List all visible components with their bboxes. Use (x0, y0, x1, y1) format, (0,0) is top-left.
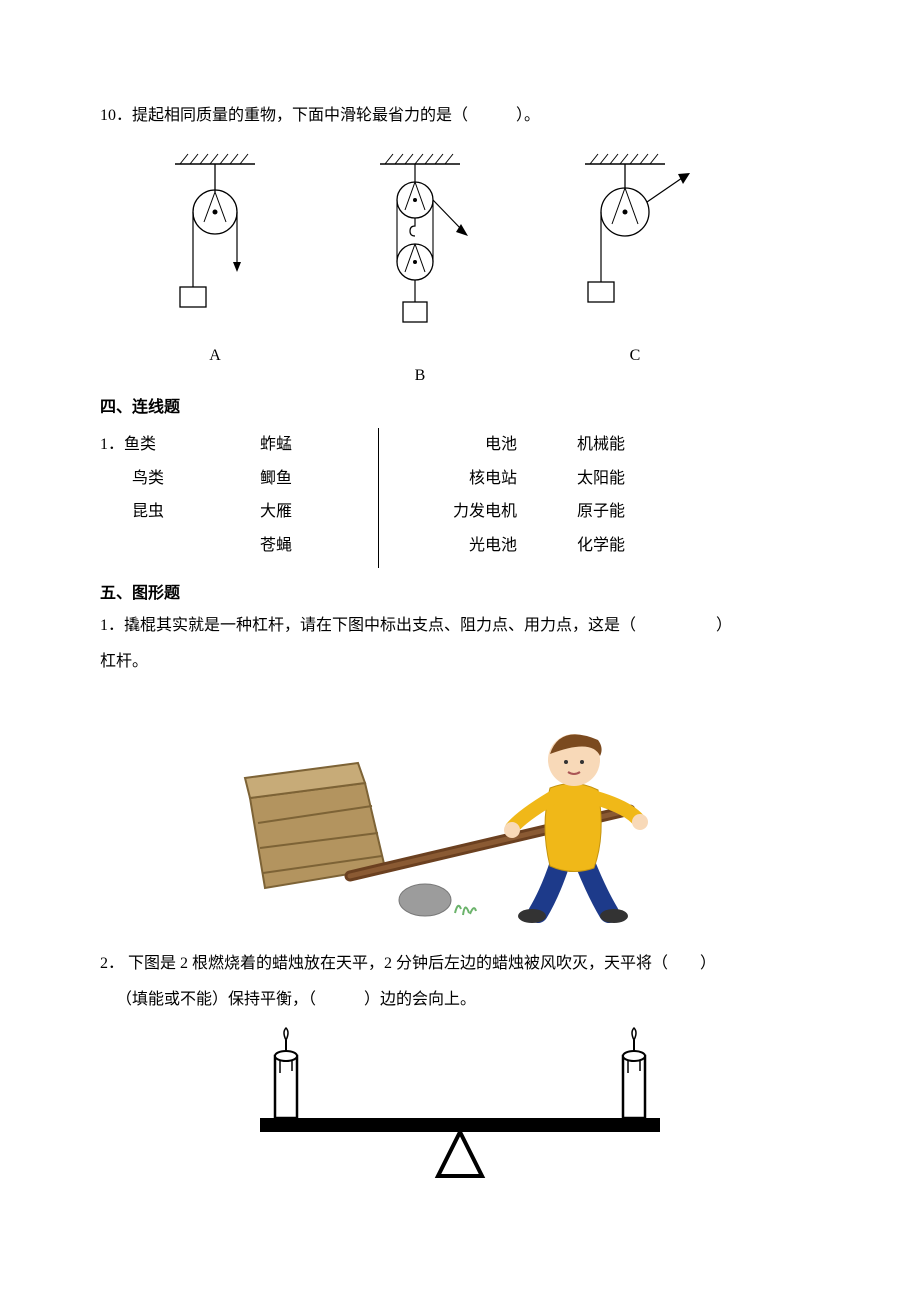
boy-icon (504, 734, 648, 923)
s5-q2-line2: （填能或不能）保持平衡，（ ）边的会向上。 (100, 984, 820, 1016)
s5-q1-line1: 1．撬棍其实就是一种杠杆，请在下图中标出支点、阻力点、用力点，这是（ ） (100, 610, 820, 642)
pulley-b: B (360, 152, 480, 392)
match-l-a1: 鸟类 (100, 462, 210, 496)
section5-title: 五、图形题 (100, 578, 820, 610)
match-l-b0: 蚱蜢 (260, 428, 340, 462)
matching-question: 1．鱼类 鸟类 昆虫 蚱蜢 鲫鱼 大雁 苍蝇 电池 核电站 力发电机 光电池 机… (100, 428, 820, 568)
match-r-b3: 化学能 (577, 529, 657, 563)
match-l-a2: 昆虫 (100, 495, 210, 529)
pulley-b-label: B (360, 360, 480, 392)
lever-illustration (230, 688, 690, 928)
match-l-b3: 苍蝇 (260, 529, 340, 563)
candle-right-icon (623, 1028, 645, 1118)
pulley-diagrams: A (160, 152, 820, 392)
q10-text: 10．提起相同质量的重物，下面中滑轮最省力的是（ ）。 (100, 100, 820, 132)
rock-icon (399, 884, 451, 916)
pulley-c-svg (570, 152, 700, 322)
match-r-b0: 机械能 (577, 428, 657, 462)
match-left: 1．鱼类 鸟类 昆虫 蚱蜢 鲫鱼 大雁 苍蝇 (100, 428, 340, 568)
match-r-a0: 电池 (417, 428, 517, 462)
match-r-b1: 太阳能 (577, 462, 657, 496)
grass-icon (455, 906, 476, 915)
pulley-c: C (570, 152, 700, 392)
pulley-a-svg (160, 152, 270, 322)
match-right: 电池 核电站 力发电机 光电池 机械能 太阳能 原子能 化学能 (417, 428, 657, 568)
pulley-b-svg (360, 152, 480, 342)
pulley-c-label: C (570, 340, 700, 372)
balance-illustration (230, 1026, 690, 1186)
match-r-b2: 原子能 (577, 495, 657, 529)
section4-title: 四、连线题 (100, 392, 820, 424)
s5-q1-line2: 杠杆。 (100, 646, 820, 678)
match-r-a2: 力发电机 (417, 495, 517, 529)
s5-q2-line1: 2． 下图是 2 根燃烧着的蜡烛放在天平，2 分钟后左边的蜡烛被风吹灭，天平将（… (100, 948, 820, 980)
pulley-a: A (160, 152, 270, 392)
match-l-b1: 鲫鱼 (260, 462, 340, 496)
match-l-prefix: 1．鱼类 (100, 428, 210, 462)
fulcrum-icon (438, 1132, 482, 1176)
candle-left-icon (275, 1028, 297, 1118)
match-r-a1: 核电站 (417, 462, 517, 496)
match-l-b2: 大雁 (260, 495, 340, 529)
match-r-a3: 光电池 (417, 529, 517, 563)
pulley-a-label: A (160, 340, 270, 372)
match-divider (378, 428, 379, 568)
